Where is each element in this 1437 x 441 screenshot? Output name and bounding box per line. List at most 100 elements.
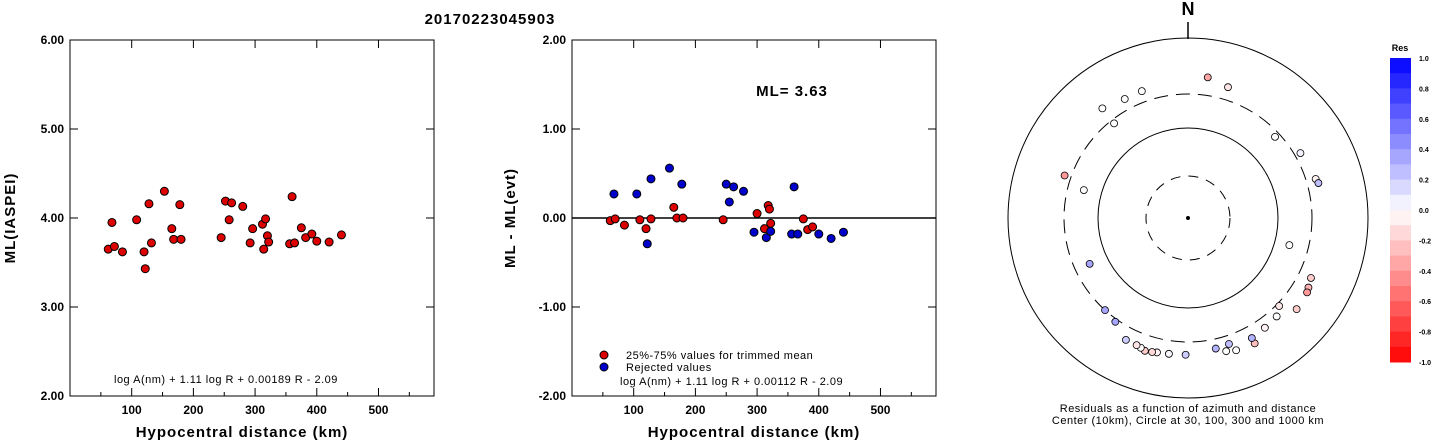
legend-label-used: 25%-75% values for trimmed mean [626, 350, 813, 362]
legend-marker-used [599, 350, 609, 360]
colorbar-cell [1390, 103, 1411, 120]
plot2-point-used [678, 213, 688, 223]
colorbar-tick-label: -1.0 [1419, 360, 1431, 367]
plot1-xtick-label: 400 [307, 403, 327, 417]
colorbar-tick-label: 1.0 [1419, 56, 1429, 63]
polar-point [1120, 95, 1129, 103]
polar-residual-plot: N Residuals as a function of azimuth and… [1007, 0, 1369, 427]
plot2-point-rejected [814, 229, 824, 239]
plot1-xtick-label: 200 [183, 403, 203, 417]
plot2-point-used [641, 224, 651, 234]
plot1-point [144, 199, 154, 209]
colorbar-tick-label: 0.0 [1419, 208, 1429, 215]
plot2-point-used [764, 204, 774, 214]
plot2-ticks: 100 200 300 400 500 -2.00 -1.00 0.00 1.00 2.00 [539, 33, 936, 417]
plot1-point [107, 217, 117, 227]
polar-points [1060, 73, 1323, 359]
plot1-xtick-label: 500 [368, 403, 388, 417]
ml-value: ML= 3.63 [756, 83, 828, 100]
colorbar-tick-label: 0.6 [1419, 117, 1429, 124]
colorbar-cell [1390, 149, 1411, 165]
plot2-point-rejected [761, 233, 771, 243]
plot2-point-used [766, 218, 776, 228]
colorbar-cell [1390, 164, 1411, 181]
plot2-point-rejected [642, 239, 652, 249]
polar-point [1181, 350, 1190, 359]
polar-point [1165, 349, 1173, 358]
plot1-point [169, 234, 179, 244]
colorbar-cell [1390, 88, 1411, 105]
plot2-point-rejected [739, 186, 749, 196]
plot2-point-used [619, 220, 629, 230]
colorbar-cell [1390, 134, 1411, 150]
plot1-xtick-label: 100 [122, 403, 142, 417]
polar-point [1101, 306, 1109, 315]
plot1-point [139, 247, 149, 257]
colorbar-cell [1390, 73, 1411, 89]
plot2-point-used [798, 214, 808, 224]
ml-vs-distance-plot: 100 200 300 400 500 2.00 3.00 4.00 5.00 6.00 log … [2, 33, 435, 441]
residual-colorbar: Res 1.0 0.8 0.6 0.4 0.2 0.0 -0.2 -0.4 -0.6 -0.8 -1… [1390, 43, 1431, 367]
plot2-point-rejected [609, 189, 619, 199]
plot2-point-used [808, 222, 818, 232]
colorbar-tick-label: -0.8 [1419, 330, 1431, 337]
colorbar-cell [1390, 118, 1411, 135]
plot1-ytick-label: 3.00 [41, 300, 65, 314]
polar-point [1296, 149, 1305, 157]
plot1-point [324, 237, 334, 247]
colorbar-cell [1390, 179, 1411, 196]
plot1-ytick-label: 2.00 [41, 389, 65, 403]
colorbar-cell [1390, 316, 1411, 333]
plot1-point [336, 230, 346, 240]
plot2-ytick-label: 1.00 [543, 122, 567, 136]
plot1-ytick-label: 6.00 [41, 33, 65, 47]
polar-caption-line1: Residuals as a function of azimuth and d… [1060, 403, 1316, 415]
plot1-ylabel: ML(IASPEI) [2, 173, 19, 264]
plot2-xtick-label: 300 [747, 403, 767, 417]
plot2-point-rejected [664, 163, 674, 173]
plot2-point-used [669, 202, 679, 212]
polar-point [1098, 104, 1107, 113]
plot1-formula: log A(nm) + 1.11 log R + 0.00189 R - 2.0… [114, 374, 338, 386]
plot2-point-rejected [724, 197, 734, 207]
colorbar-tick-label: 0.8 [1419, 86, 1429, 93]
colorbar-tick-label: -0.6 [1419, 299, 1431, 306]
colorbar-tick-label: -0.4 [1419, 269, 1431, 276]
legend-marker-rejected [599, 362, 609, 372]
legend-label-rejected: Rejected values [626, 362, 712, 374]
plot1-point [245, 238, 255, 248]
colorbar-tick-label: 0.2 [1419, 178, 1429, 185]
plot2-xtick-label: 400 [809, 403, 829, 417]
plot2-xtick-label: 500 [870, 403, 890, 417]
plot1-point [259, 244, 269, 254]
polar-point [1260, 323, 1269, 332]
residual-vs-distance-plot: 100 200 300 400 500 -2.00 -1.00 0.00 1.00 2.00 ML… [502, 33, 937, 441]
colorbar-tick-label: -0.2 [1419, 238, 1431, 245]
colorbar-cell [1390, 286, 1411, 302]
plot2-point-used [718, 215, 728, 225]
plot2-formula: log A(nm) + 1.11 log R + 0.00112 R - 2.0… [620, 376, 843, 388]
circle-300km [1063, 93, 1313, 343]
plot2-ylabel: ML - ML(evt) [502, 168, 519, 268]
plot1-point [296, 223, 306, 233]
colorbar-cell [1390, 255, 1411, 272]
colorbar-cell [1390, 58, 1411, 74]
plot2-ytick-label: -1.00 [539, 300, 567, 314]
plot1-ytick-label: 5.00 [41, 122, 65, 136]
polar-point [1132, 341, 1141, 350]
colorbar-cell [1390, 331, 1411, 348]
colorbar-cell [1390, 194, 1411, 211]
plot2-point-rejected [789, 182, 799, 192]
plot2-points [605, 163, 848, 249]
plot2-point-rejected [632, 189, 642, 199]
plot2-point-rejected [721, 179, 731, 189]
plot2-point-rejected [729, 182, 739, 192]
polar-point [1148, 348, 1156, 356]
colorbar-cell [1390, 270, 1411, 287]
plot2-point-rejected [749, 227, 759, 237]
colorbar-label: Res [1392, 43, 1409, 53]
polar-point [1137, 87, 1146, 96]
polar-point [1203, 73, 1212, 82]
plot1-xlabel: Hypocentral distance (km) [136, 424, 349, 441]
